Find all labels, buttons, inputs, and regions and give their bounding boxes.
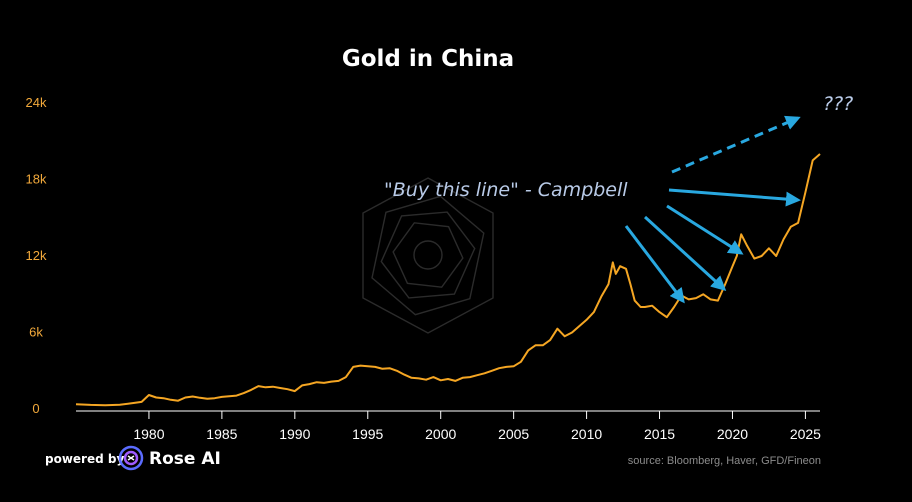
x-tick-label: 1985: [206, 426, 237, 442]
chart-title: Gold in China: [342, 46, 514, 72]
x-axis: 1980 1985 1990 1995 2000 2005 2010 2015 2020 2025: [76, 410, 821, 442]
x-tick-label: 1995: [352, 426, 383, 442]
arrow-dashed-future: [671, 115, 801, 174]
series-group: [75, 153, 821, 407]
rose-ai-watermark-icon: [362, 177, 494, 334]
x-tick-label: 1990: [279, 426, 310, 442]
powered-by-label: powered by: [45, 452, 124, 466]
arrow-to-2021: [666, 204, 744, 255]
x-tick-label: 2020: [717, 426, 748, 442]
series-line: [75, 153, 821, 407]
y-tick-label: 6k: [29, 325, 43, 340]
x-tick-label: 2000: [425, 426, 456, 442]
rose-ai-logo-icon: [118, 445, 144, 471]
y-tick-label: 12k: [26, 248, 47, 263]
annotation-buy-this-line: "Buy this line" - Campbell: [384, 179, 628, 201]
x-tick-label: 2015: [644, 426, 675, 442]
arrow-to-2019: [643, 215, 727, 292]
y-tick-label: 0: [32, 401, 39, 416]
y-tick-label: 18k: [26, 172, 47, 187]
x-tick-label: 1980: [133, 426, 164, 442]
y-axis-ticks: 0 6k 12k 18k 24k: [26, 95, 47, 416]
arrow-to-2016: [624, 225, 685, 304]
annotation-arrows: [624, 115, 801, 304]
rose-ai-brand: Rose AI: [149, 449, 221, 469]
source-note: source: Bloomberg, Haver, GFD/Fineon: [628, 455, 821, 467]
x-tick-label: 2025: [790, 426, 821, 442]
y-tick-label: 24k: [26, 95, 47, 110]
x-tick-label: 2010: [571, 426, 602, 442]
annotation-question-marks: ???: [823, 93, 853, 115]
arrow-to-2025: [668, 188, 801, 207]
x-tick-label: 2005: [498, 426, 529, 442]
